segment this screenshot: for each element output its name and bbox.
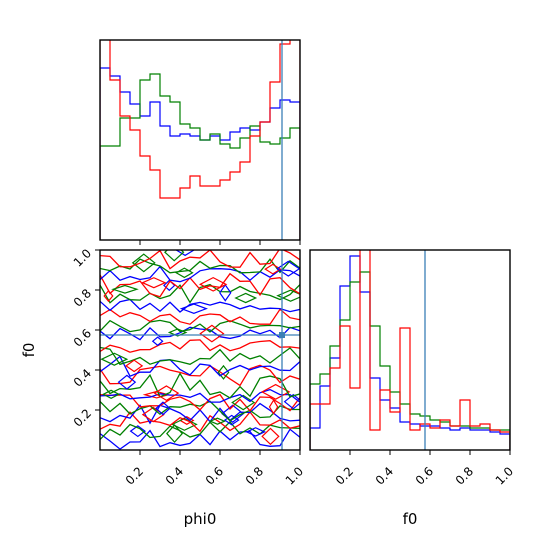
contour-line bbox=[100, 372, 300, 399]
contour-line bbox=[100, 400, 300, 422]
contour-loop bbox=[141, 277, 167, 289]
contour-loop bbox=[179, 415, 195, 425]
x-tick-label: 0.2 bbox=[333, 464, 356, 487]
contour-line bbox=[100, 410, 300, 433]
phi0-f0-contour-panel: 0.2 0.2 0.4 0.4 0.6 0.6 0.8 0.8 1.0 1.0 bbox=[71, 246, 306, 487]
contour-line bbox=[100, 283, 300, 304]
contour-loop bbox=[268, 399, 279, 415]
y-tick-label: 0.4 bbox=[71, 366, 94, 389]
f0-histogram-panel: 0.2 0.4 0.6 0.8 1.0 bbox=[309, 249, 516, 488]
contour-loop bbox=[155, 401, 171, 416]
contour-line bbox=[100, 355, 300, 378]
contour-line bbox=[100, 319, 300, 333]
x-axis-label-f0: f0 bbox=[403, 510, 418, 528]
contour-line bbox=[100, 364, 300, 387]
f0-histogram-frame bbox=[309, 249, 511, 451]
contour-line bbox=[100, 388, 300, 403]
contour-loop bbox=[261, 427, 280, 446]
x-tick-label: 1.0 bbox=[283, 464, 306, 487]
contour-line bbox=[100, 346, 300, 366]
phi0-histogram-panel bbox=[99, 39, 301, 245]
contour-loop bbox=[179, 303, 208, 314]
contour-line bbox=[100, 308, 300, 325]
phi0-histogram-frame bbox=[99, 39, 301, 241]
hist-series-1 bbox=[100, 73, 300, 240]
x-tick-label: 0.8 bbox=[453, 464, 476, 487]
contour-loop bbox=[141, 406, 165, 423]
contour-loop bbox=[198, 276, 228, 292]
contour-loop bbox=[164, 250, 185, 262]
x-tick-label: 0.4 bbox=[163, 464, 186, 487]
y-axis-label-f0: f0 bbox=[20, 343, 38, 358]
contour-loop bbox=[170, 417, 198, 431]
contour-line bbox=[100, 339, 300, 353]
contour-loop bbox=[111, 284, 139, 294]
contour-loop bbox=[163, 279, 176, 292]
contour-loop bbox=[129, 425, 147, 438]
y-tick-label: 0.6 bbox=[71, 326, 94, 349]
contour-loop bbox=[131, 253, 156, 273]
contour-loop bbox=[208, 417, 226, 425]
contour-loop bbox=[117, 374, 137, 390]
x-tick-label: 0.8 bbox=[243, 464, 266, 487]
contour-loop bbox=[219, 283, 232, 302]
contour-loop bbox=[260, 383, 291, 400]
y-tick-label: 0.8 bbox=[71, 286, 94, 309]
hist-series-2 bbox=[310, 250, 510, 450]
contour-line bbox=[100, 250, 300, 270]
contour-loop bbox=[100, 352, 129, 366]
contour-frame bbox=[99, 249, 301, 451]
contour-loop bbox=[245, 427, 266, 437]
x-tick-label: 0.6 bbox=[203, 464, 226, 487]
truth-marker bbox=[279, 332, 285, 338]
x-tick-label: 0.2 bbox=[123, 464, 146, 487]
x-axis-label-phi0: phi0 bbox=[184, 510, 217, 528]
contour-loop bbox=[223, 414, 240, 426]
y-tick-label: 1.0 bbox=[71, 246, 94, 269]
contour-loop bbox=[199, 324, 225, 343]
contour-loop bbox=[234, 292, 258, 304]
contour-loop bbox=[151, 336, 164, 347]
contour-loop bbox=[231, 394, 256, 411]
contour-loop bbox=[264, 263, 282, 275]
contour-loop bbox=[166, 424, 184, 443]
hist-series-2 bbox=[100, 40, 300, 240]
x-tick-label: 0.6 bbox=[413, 464, 436, 487]
x-tick-label: 1.0 bbox=[493, 464, 516, 487]
contour-loop bbox=[276, 289, 300, 302]
contour-line bbox=[100, 298, 300, 313]
contour-line bbox=[100, 420, 300, 440]
contour-loop bbox=[217, 364, 230, 380]
contour-loop bbox=[175, 267, 194, 279]
contour-line bbox=[100, 265, 300, 283]
y-tick-label: 0.2 bbox=[71, 406, 94, 429]
contour-loop bbox=[125, 359, 144, 373]
contour-line bbox=[100, 272, 300, 298]
x-tick-label: 0.4 bbox=[373, 464, 396, 487]
contour-loop bbox=[153, 385, 180, 402]
contour-line bbox=[100, 326, 300, 341]
contour-loop bbox=[103, 289, 114, 303]
